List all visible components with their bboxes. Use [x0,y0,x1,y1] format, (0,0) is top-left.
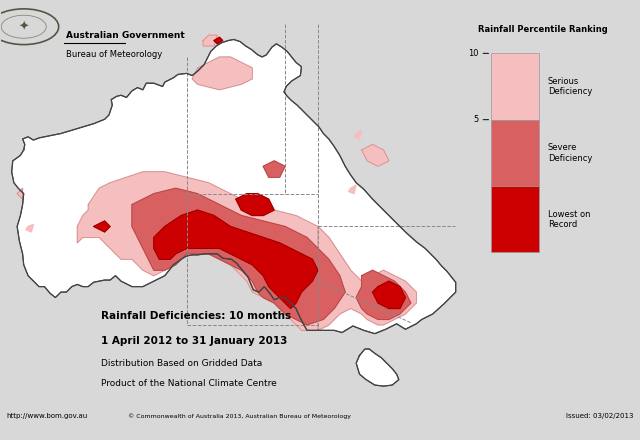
Polygon shape [154,210,318,308]
Text: Distribution Based on Gridded Data: Distribution Based on Gridded Data [101,359,262,368]
Text: Australian Government: Australian Government [66,30,185,40]
Polygon shape [372,281,405,308]
Polygon shape [356,270,411,319]
Text: 1 April 2012 to 31 January 2013: 1 April 2012 to 31 January 2013 [101,336,287,346]
Text: Issued: 03/02/2013: Issued: 03/02/2013 [566,413,634,419]
Polygon shape [318,227,417,330]
Text: Rainfall Percentile Ranking: Rainfall Percentile Ranking [477,25,607,34]
Text: Severe
Deficiency: Severe Deficiency [548,143,592,162]
Polygon shape [354,130,362,139]
Text: © Commonwealth of Australia 2013, Australian Bureau of Meteorology: © Commonwealth of Australia 2013, Austra… [128,413,351,418]
Polygon shape [349,185,356,194]
Polygon shape [93,221,110,232]
Text: Lowest on
Record: Lowest on Record [548,209,590,229]
Text: Product of the National Climate Centre: Product of the National Climate Centre [101,378,276,388]
Bar [492,53,539,120]
Polygon shape [203,35,217,46]
Polygon shape [356,349,399,386]
Polygon shape [261,279,269,286]
Polygon shape [77,172,362,330]
Text: 5: 5 [474,115,479,124]
Bar [492,186,539,253]
Text: 10: 10 [468,49,479,58]
Text: Serious
Deficiency: Serious Deficiency [548,77,592,96]
Text: Bureau of Meteorology: Bureau of Meteorology [66,50,163,59]
Text: http://www.bom.gov.au: http://www.bom.gov.au [6,413,88,419]
Text: ✦: ✦ [19,20,29,33]
Polygon shape [214,37,223,44]
Polygon shape [17,188,22,199]
Polygon shape [236,194,274,216]
Polygon shape [26,224,33,232]
Polygon shape [192,57,252,90]
Polygon shape [12,40,456,334]
Polygon shape [132,188,345,325]
Text: Rainfall Deficiencies: 10 months: Rainfall Deficiencies: 10 months [101,311,291,321]
Bar [492,120,539,186]
Polygon shape [362,144,389,166]
Polygon shape [263,161,285,177]
